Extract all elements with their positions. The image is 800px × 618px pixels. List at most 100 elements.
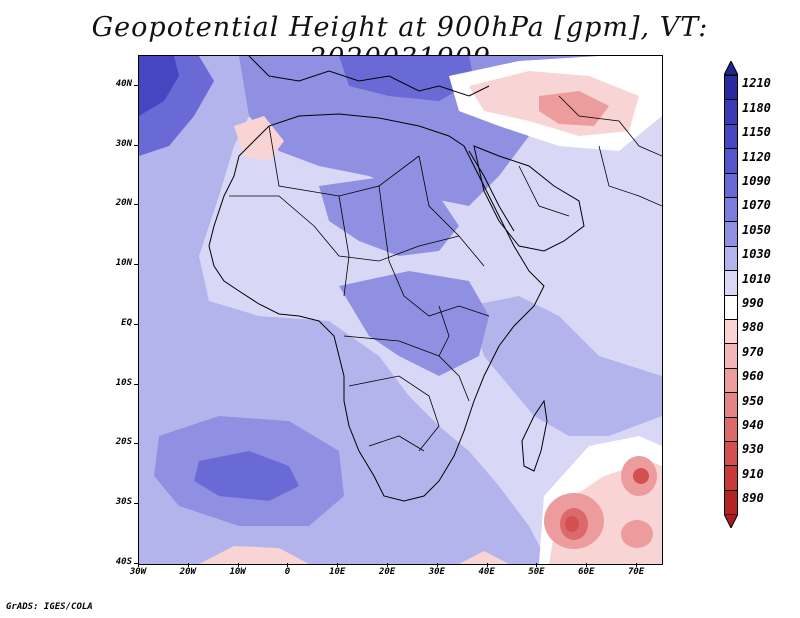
lat-tick-mark <box>134 204 138 206</box>
colorbar-box <box>724 197 738 223</box>
colorbar-level-label: 970 <box>742 344 764 359</box>
lon-tick-mark <box>187 563 189 567</box>
colorbar-box <box>724 441 738 467</box>
colorbar-level-label: 990 <box>742 296 764 310</box>
lon-tick-label: 70E <box>627 567 645 577</box>
lat-tick-label: 40S <box>115 557 132 567</box>
colorbar-box <box>724 172 738 198</box>
colorbar-box <box>724 416 738 442</box>
lat-tick-mark <box>134 503 138 505</box>
colorbar-box <box>724 99 738 125</box>
map-panel <box>138 55 663 565</box>
lon-tick-mark <box>536 563 538 567</box>
border-line <box>598 145 662 207</box>
border-line <box>229 195 460 262</box>
colorbar-box <box>724 392 738 418</box>
geopotential-field <box>139 56 662 564</box>
border-line <box>338 195 350 297</box>
border-layer <box>229 95 662 452</box>
colorbar-level-label: 980 <box>742 320 764 335</box>
lon-tick-mark <box>636 563 638 567</box>
colorbar-level-label: 1030 <box>742 247 771 262</box>
lon-tick-label: 40E <box>478 567 495 577</box>
colorbar-box <box>724 319 738 345</box>
colorbar-level-label: 1090 <box>742 174 771 188</box>
field-1150-northwest <box>139 56 179 116</box>
colorbar-bottom-arrow <box>724 514 738 529</box>
field-1050-central-africa <box>339 271 489 376</box>
field-980-south-indian-edge <box>459 551 509 564</box>
lat-tick-label: 20N <box>115 198 132 209</box>
border-line <box>378 185 490 317</box>
colorbar-box <box>724 489 738 516</box>
lat-tick-label: 10N <box>115 258 132 269</box>
field-1090-southwest <box>194 451 299 501</box>
colorbar-box <box>724 270 738 296</box>
lon-tick-mark <box>436 563 438 567</box>
lat-tick-mark <box>134 443 138 445</box>
field-1090-mediterranean <box>339 56 474 101</box>
field-1050-sahara <box>319 176 459 256</box>
coastline-layer <box>208 56 585 502</box>
africa-coastline <box>208 113 545 502</box>
colorbar-level-label: 890 <box>742 491 764 506</box>
lon-tick-mark <box>237 563 239 567</box>
lat-tick-label: 40N <box>115 78 132 89</box>
lon-tick-mark <box>486 563 488 567</box>
lon-tick-label: 0 <box>284 567 291 577</box>
madagascar-coastline <box>521 399 548 472</box>
field-980-south-atlantic <box>199 546 309 564</box>
grads-credit: GrADS: IGES/COLA <box>6 602 93 612</box>
lon-tick-mark <box>387 563 389 567</box>
lat-tick-label: 30N <box>115 138 132 149</box>
border-line <box>518 165 570 217</box>
colorbar-level-label: 950 <box>742 393 764 408</box>
colorbar-box <box>724 123 738 150</box>
border-line <box>418 155 485 267</box>
field-1030-indian <box>469 296 662 436</box>
lat-tick-mark <box>134 323 138 325</box>
colorbar-box <box>724 294 738 320</box>
border-line <box>348 375 440 452</box>
arabia-coastline <box>473 145 585 252</box>
lon-tick-mark <box>586 563 588 567</box>
colorbar-top-arrow <box>724 61 738 75</box>
colorbar-box <box>724 245 738 272</box>
colorbar-box <box>724 343 738 369</box>
lat-tick-label: 20S <box>115 437 132 448</box>
lon-tick-label: 50E <box>528 567 545 577</box>
lon-tick-label: 10W <box>229 567 246 577</box>
lat-tick-mark <box>134 84 138 86</box>
lat-tick-mark <box>134 563 138 564</box>
lat-tick-label: 10S <box>115 377 132 388</box>
red-sea-coast <box>468 150 515 232</box>
border-line <box>438 305 450 357</box>
lat-tick-label: EQ <box>121 317 132 328</box>
colorbar-level-label: 1150 <box>742 125 771 140</box>
colorbar-level-label: 1010 <box>742 271 771 286</box>
colorbar-level-label: 1120 <box>742 149 771 164</box>
lon-tick-label: 60E <box>578 567 595 577</box>
border-line <box>368 435 425 452</box>
colorbar-level-label: 930 <box>742 442 764 457</box>
lon-tick-label: 30W <box>129 567 147 577</box>
colorbar-level-label: 960 <box>742 369 764 384</box>
lat-tick-mark <box>134 383 138 385</box>
lat-tick-mark <box>134 144 138 146</box>
colorbar-box <box>724 465 738 491</box>
colorbar-box <box>724 367 738 394</box>
colorbar-level-label: 1210 <box>742 76 771 91</box>
field-940-south-indian-b <box>633 468 649 484</box>
europe-coastline <box>248 56 490 97</box>
colorbar-level-label: 910 <box>742 466 764 481</box>
lon-tick-mark <box>138 563 139 567</box>
lon-tick-label: 30E <box>428 567 445 577</box>
lon-tick-label: 20W <box>179 567 196 577</box>
colorbar-box <box>724 221 738 247</box>
lon-tick-mark <box>337 563 339 567</box>
colorbar-level-label: 1070 <box>742 198 771 213</box>
lat-tick-label: 30S <box>115 497 132 508</box>
lon-tick-label: 10E <box>329 567 346 577</box>
lat-tick-mark <box>134 264 138 266</box>
colorbar-level-label: 1180 <box>742 100 771 115</box>
